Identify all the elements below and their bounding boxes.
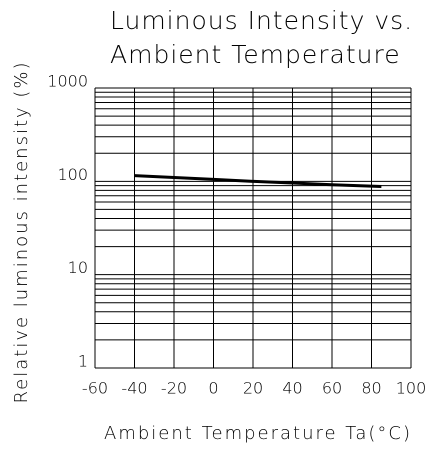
y-tick-label: 1000 [47,72,88,91]
y-axis-label: Relative luminous intensity (%) [11,60,32,403]
x-tick-label: 40 [282,379,302,398]
y-tick-label: 1 [78,352,88,371]
chart-title: Luminous Intensity vs. [110,6,413,35]
chart-title: Ambient Temperature [110,40,401,69]
x-tick-label: 0 [208,379,218,398]
data-line [134,174,382,189]
x-axis-label: Ambient Temperature Ta(°C) [104,423,412,444]
x-tick-label: 80 [361,379,381,398]
y-tick-label: 100 [57,165,88,184]
x-tick-label: -20 [161,379,187,398]
y-tick-label: 10 [68,258,88,277]
x-tick-label: -40 [121,379,147,398]
x-tick-label: 20 [243,379,263,398]
x-tick-label: 60 [322,379,342,398]
x-tick-label: 100 [396,379,427,398]
x-tick-label: -60 [82,379,108,398]
